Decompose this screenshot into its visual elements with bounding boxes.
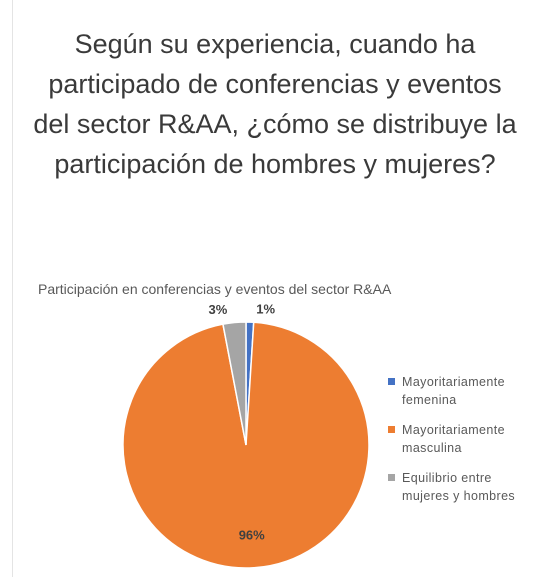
heading: Según su experiencia, cuando ha particip… [33,29,517,179]
legend-swatch [388,426,395,433]
pie-slice [222,321,247,446]
chart-title: Participación en conferencias y eventos … [38,281,392,297]
border [12,0,13,577]
data-label: 1% [256,302,275,317]
legend-label: Mayoritariamente masculina [402,423,505,455]
legend-item: Equilibrio entre mujeres y hombres [388,469,528,505]
legend-label: Equilibrio entre mujeres y hombres [402,471,516,503]
pie-slice [122,321,370,569]
legend-item: Mayoritariamente femenina [388,373,528,409]
legend-swatch [388,378,395,385]
legend-swatch [388,474,395,481]
legend-item: Mayoritariamente masculina [388,421,528,457]
legend: Mayoritariamente femenina Mayoritariament… [388,373,528,517]
data-label: 96% [239,527,265,542]
data-label: 3% [208,302,227,317]
legend-label: Mayoritariamente femenina [402,375,505,407]
